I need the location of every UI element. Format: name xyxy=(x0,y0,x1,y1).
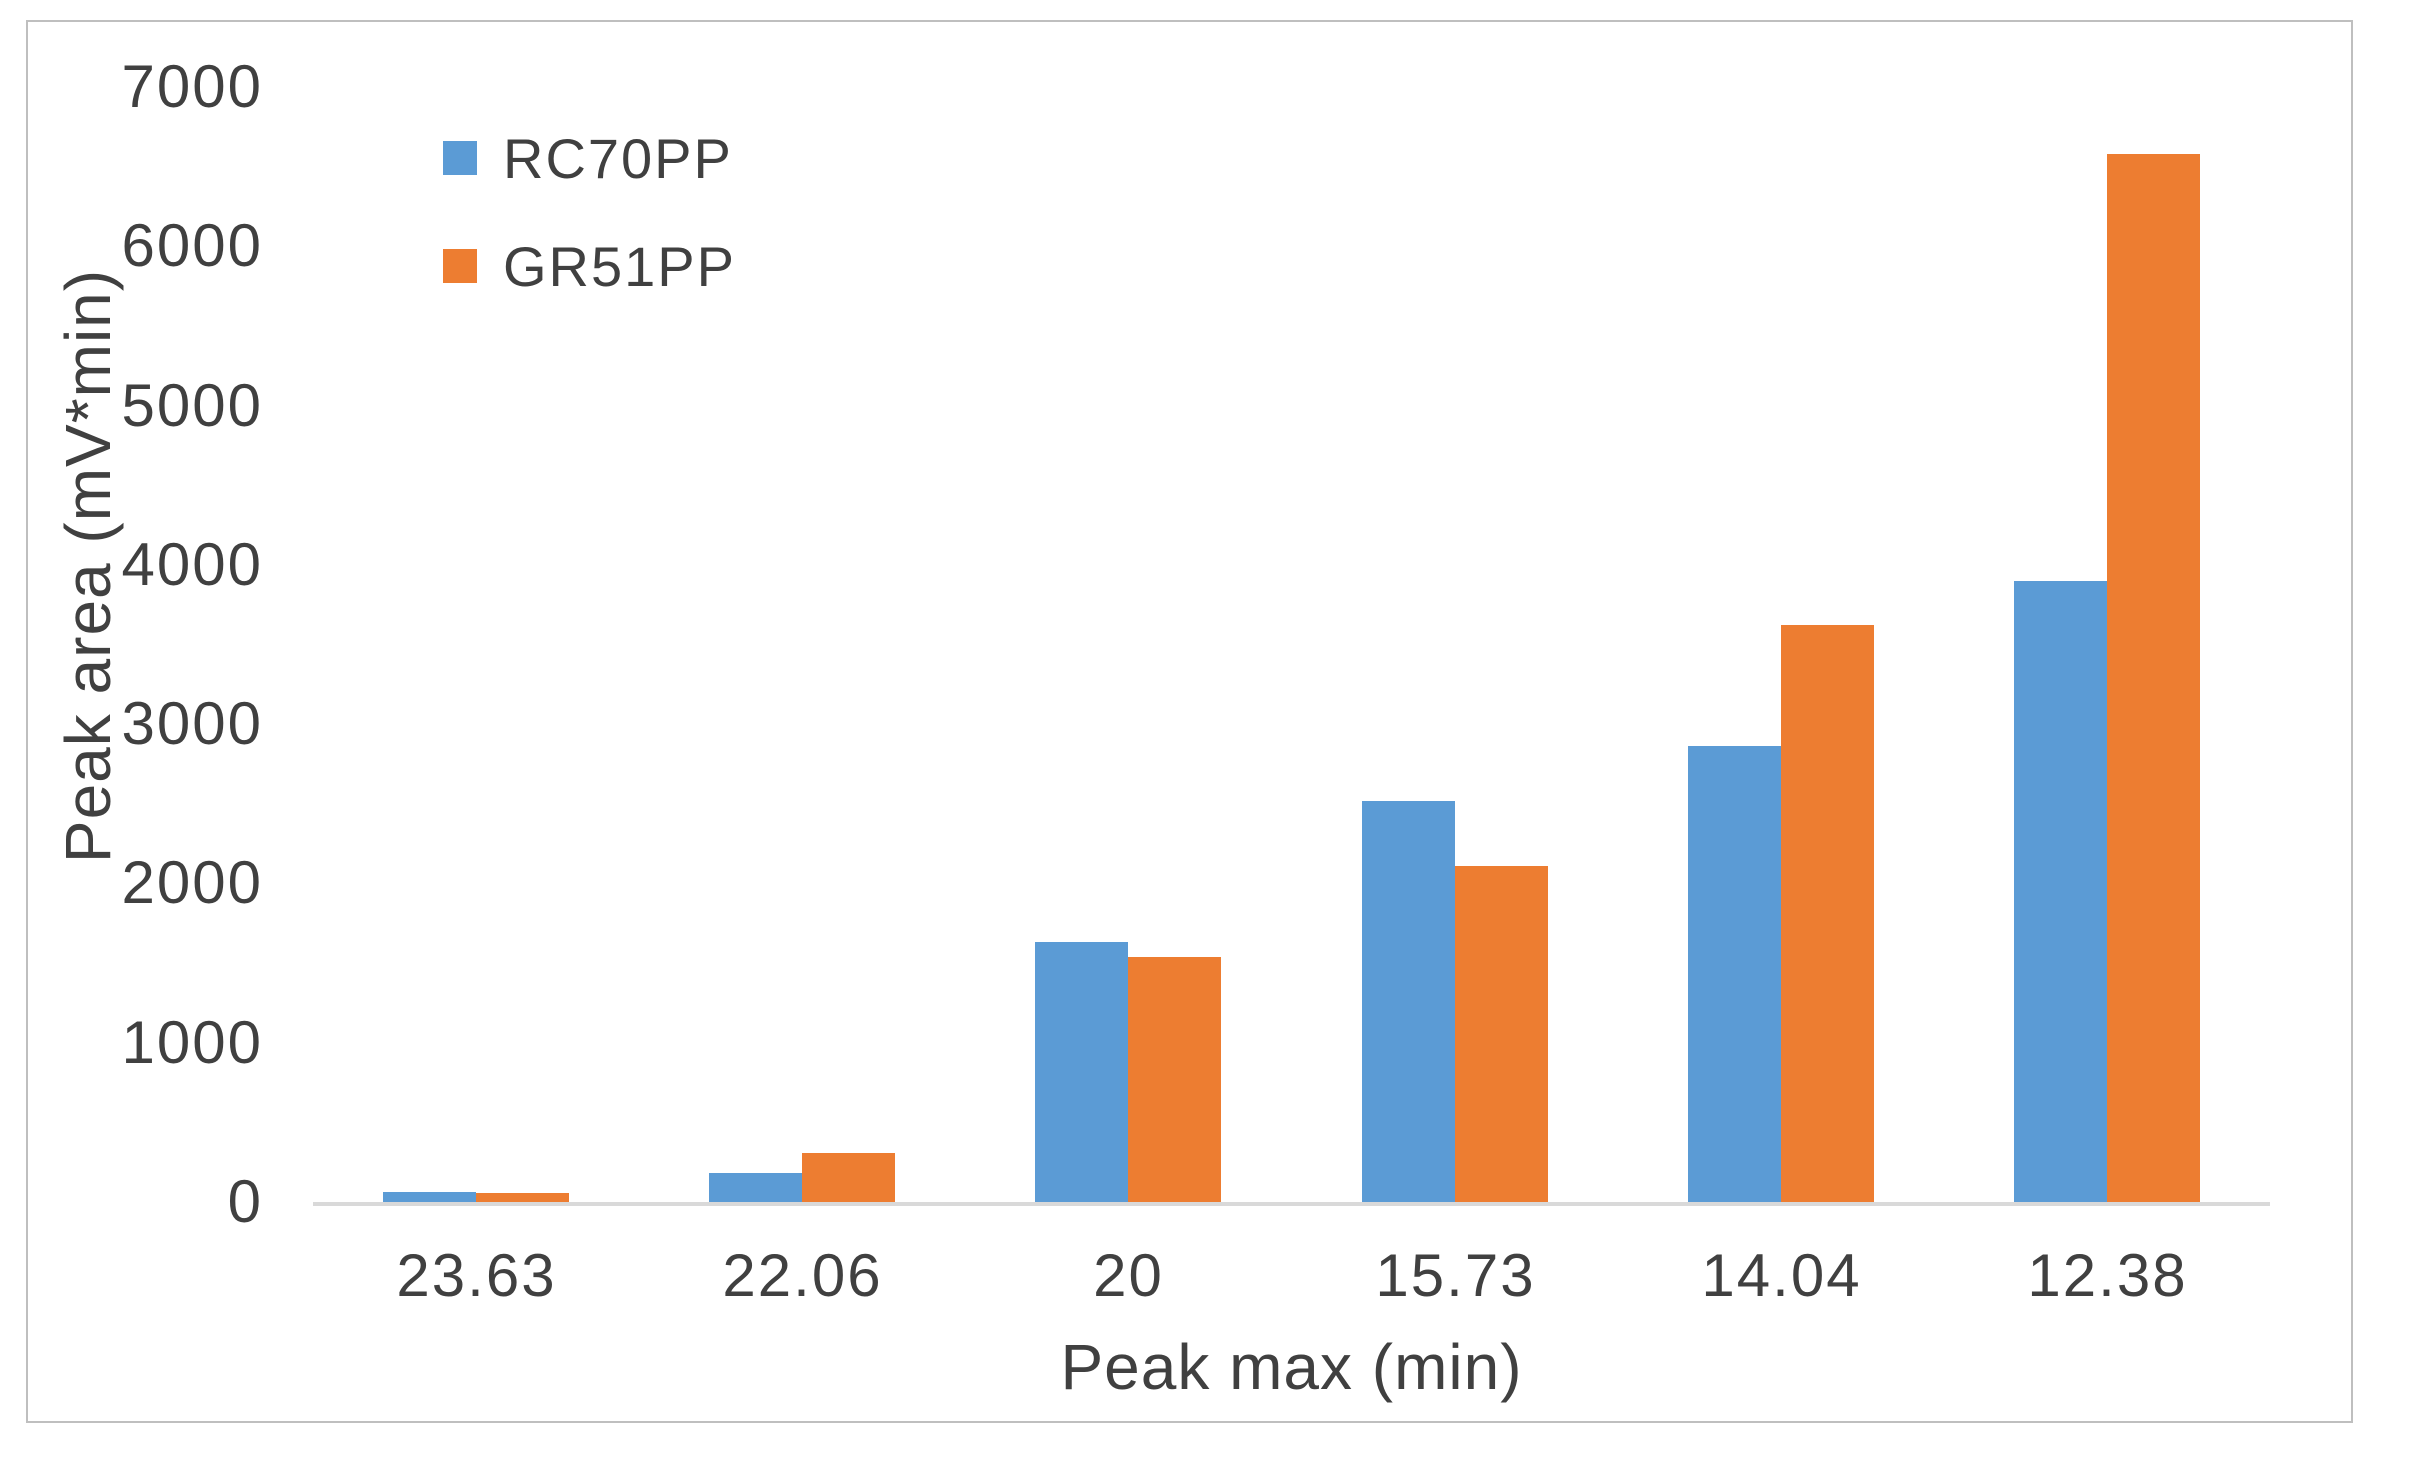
x-tick-label: 12.38 xyxy=(2027,1242,2188,1309)
y-tick-label: 6000 xyxy=(121,212,263,280)
bar-rc70pp-20 xyxy=(1035,942,1128,1202)
legend-label: RC70PP xyxy=(503,126,733,190)
bar-gr51pp-14.04 xyxy=(1781,625,1874,1202)
y-tick-label: 7000 xyxy=(121,53,263,120)
x-tick-label: 14.04 xyxy=(1701,1242,1862,1309)
legend-label: GR51PP xyxy=(503,234,736,298)
bar-gr51pp-20 xyxy=(1128,957,1221,1202)
bar-rc70pp-15.73 xyxy=(1362,801,1455,1202)
y-tick-label: 0 xyxy=(227,1168,263,1235)
y-tick-label: 5000 xyxy=(121,371,263,439)
bar-rc70pp-23.63 xyxy=(383,1192,476,1202)
x-tick-label: 23.63 xyxy=(396,1242,557,1309)
x-axis-title: Peak max (min) xyxy=(1060,1331,1523,1403)
y-tick-label: 1000 xyxy=(121,1008,263,1076)
chart-legend: RC70PP GR51PP xyxy=(443,127,736,348)
bar-gr51pp-15.73 xyxy=(1455,866,1548,1202)
x-tick-label: 15.73 xyxy=(1375,1242,1536,1309)
legend-swatch-icon xyxy=(443,141,477,175)
bar-rc70pp-12.38 xyxy=(2014,581,2107,1202)
legend-item-gr51pp: GR51PP xyxy=(443,235,736,298)
x-tick-label: 22.06 xyxy=(722,1242,883,1309)
x-tick-label: 20 xyxy=(1093,1242,1164,1309)
y-tick-label: 4000 xyxy=(121,530,263,598)
y-tick-label: 3000 xyxy=(121,690,263,758)
bar-rc70pp-22.06 xyxy=(709,1173,802,1202)
y-axis-title: Peak area (mV*min) xyxy=(52,268,124,864)
y-tick-label: 2000 xyxy=(121,849,263,917)
bar-gr51pp-22.06 xyxy=(802,1153,895,1202)
bar-rc70pp-14.04 xyxy=(1688,746,1781,1202)
bar-gr51pp-23.63 xyxy=(476,1193,569,1202)
bar-gr51pp-12.38 xyxy=(2107,154,2200,1202)
x-axis-line xyxy=(313,1202,2270,1206)
legend-item-rc70pp: RC70PP xyxy=(443,127,736,190)
legend-swatch-icon xyxy=(443,249,477,283)
